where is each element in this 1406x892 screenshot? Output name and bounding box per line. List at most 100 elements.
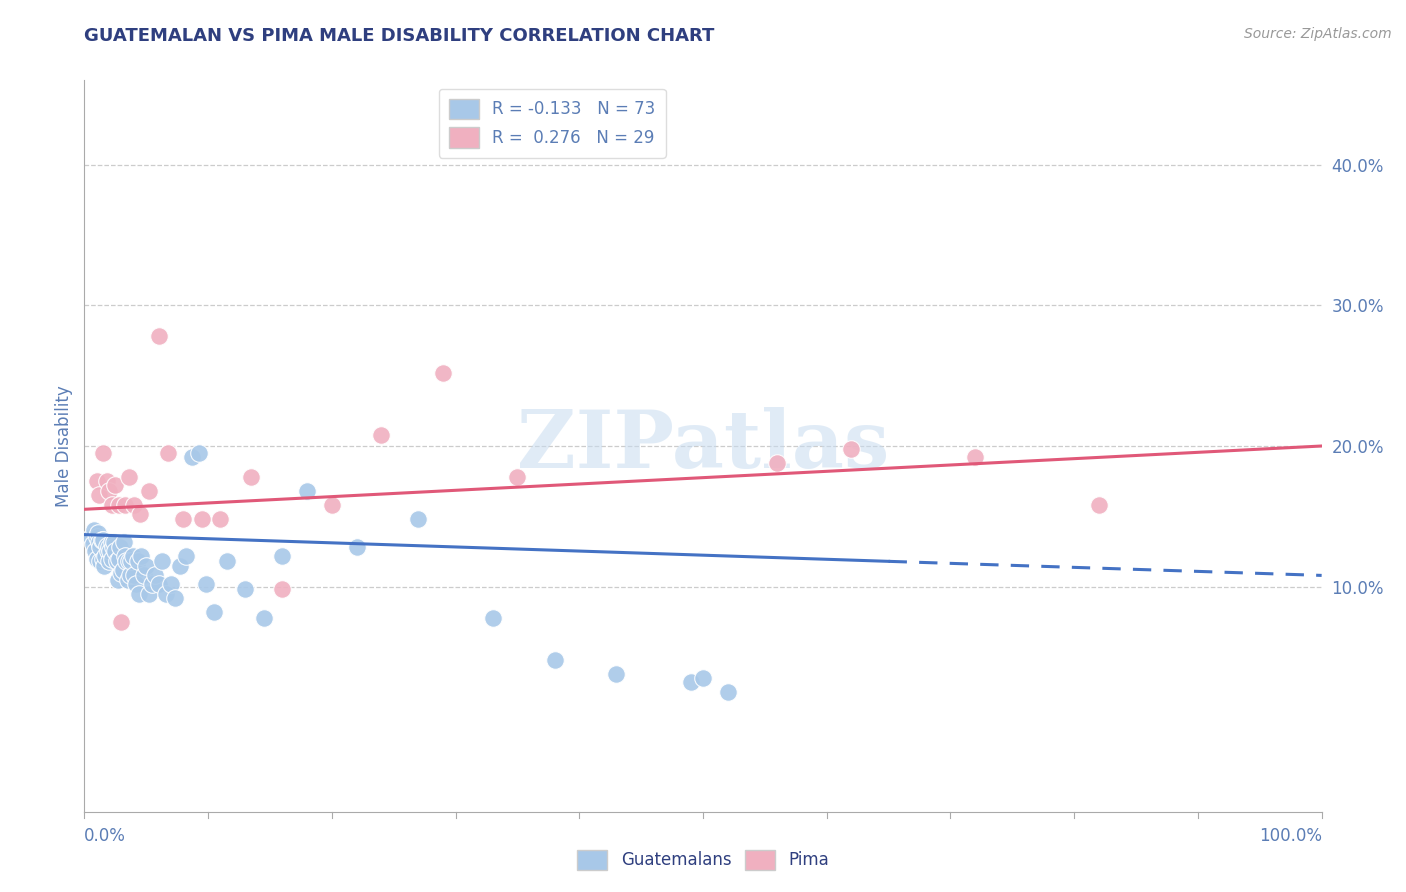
Y-axis label: Male Disability: Male Disability bbox=[55, 385, 73, 507]
Point bbox=[141, 577, 163, 591]
Point bbox=[138, 483, 160, 498]
Point bbox=[163, 591, 186, 605]
Point bbox=[82, 537, 104, 551]
Point bbox=[98, 544, 121, 558]
Text: Source: ZipAtlas.com: Source: ZipAtlas.com bbox=[1244, 27, 1392, 41]
Point bbox=[118, 470, 141, 484]
Point bbox=[160, 577, 183, 591]
Point bbox=[122, 568, 145, 582]
Point bbox=[100, 498, 122, 512]
Text: GUATEMALAN VS PIMA MALE DISABILITY CORRELATION CHART: GUATEMALAN VS PIMA MALE DISABILITY CORRE… bbox=[84, 27, 714, 45]
Point bbox=[105, 554, 128, 568]
Point bbox=[150, 554, 173, 568]
Point bbox=[87, 526, 110, 541]
Point bbox=[188, 446, 211, 460]
Point bbox=[97, 544, 120, 558]
Point bbox=[122, 498, 145, 512]
Point bbox=[605, 666, 627, 681]
Point bbox=[114, 498, 136, 512]
Point bbox=[120, 568, 142, 582]
Point bbox=[91, 446, 114, 460]
Point bbox=[91, 551, 114, 566]
Point bbox=[110, 566, 132, 580]
Point bbox=[115, 554, 138, 568]
Point bbox=[191, 512, 214, 526]
Point bbox=[89, 554, 111, 568]
Point bbox=[202, 605, 225, 619]
Point bbox=[86, 551, 108, 566]
Point bbox=[181, 450, 204, 465]
Point bbox=[157, 446, 180, 460]
Point bbox=[295, 483, 318, 498]
Point bbox=[94, 549, 117, 563]
Point bbox=[108, 498, 131, 512]
Point bbox=[692, 671, 714, 685]
Point bbox=[148, 329, 170, 343]
Point bbox=[103, 534, 125, 549]
Point bbox=[128, 587, 150, 601]
Point bbox=[240, 470, 263, 484]
Point bbox=[98, 483, 121, 498]
Point bbox=[89, 541, 111, 555]
Point bbox=[84, 544, 107, 558]
Point bbox=[110, 541, 132, 555]
Point bbox=[155, 587, 177, 601]
Point bbox=[408, 512, 430, 526]
Point bbox=[120, 554, 142, 568]
Point bbox=[506, 470, 529, 484]
Point bbox=[174, 549, 197, 563]
Point bbox=[1088, 498, 1111, 512]
Point bbox=[169, 558, 191, 573]
Text: 100.0%: 100.0% bbox=[1258, 827, 1322, 845]
Point bbox=[766, 456, 789, 470]
Point bbox=[96, 539, 118, 553]
Point bbox=[127, 554, 149, 568]
Point bbox=[132, 568, 155, 582]
Point bbox=[194, 577, 217, 591]
Point bbox=[138, 587, 160, 601]
Point bbox=[481, 610, 503, 624]
Point bbox=[125, 577, 148, 591]
Point bbox=[965, 450, 987, 465]
Point bbox=[90, 533, 112, 548]
Point bbox=[209, 512, 232, 526]
Point bbox=[101, 541, 124, 555]
Point bbox=[104, 544, 127, 558]
Point bbox=[107, 573, 129, 587]
Point bbox=[215, 554, 238, 568]
Point bbox=[100, 551, 122, 566]
Point bbox=[135, 558, 157, 573]
Point bbox=[89, 534, 111, 549]
Point bbox=[100, 534, 122, 549]
Point bbox=[93, 558, 115, 573]
Point bbox=[111, 563, 134, 577]
Point bbox=[271, 549, 294, 563]
Point bbox=[91, 533, 114, 548]
Text: 0.0%: 0.0% bbox=[84, 827, 127, 845]
Point bbox=[117, 573, 139, 587]
Point bbox=[543, 653, 565, 667]
Point bbox=[114, 549, 136, 563]
Text: ZIPatlas: ZIPatlas bbox=[517, 407, 889, 485]
Point bbox=[148, 577, 170, 591]
Point bbox=[118, 554, 141, 568]
Point bbox=[108, 551, 131, 566]
Legend: Guatemalans, Pima: Guatemalans, Pima bbox=[571, 843, 835, 877]
Point bbox=[233, 582, 256, 597]
Point bbox=[98, 541, 121, 555]
Point bbox=[717, 685, 740, 699]
Point bbox=[841, 442, 863, 456]
Point bbox=[172, 512, 194, 526]
Point bbox=[110, 615, 132, 629]
Point bbox=[112, 534, 135, 549]
Point bbox=[321, 498, 343, 512]
Point bbox=[129, 549, 152, 563]
Point bbox=[104, 478, 127, 492]
Point bbox=[86, 474, 108, 488]
Point bbox=[346, 541, 368, 555]
Point bbox=[271, 582, 294, 597]
Point bbox=[370, 427, 392, 442]
Point bbox=[98, 554, 121, 568]
Point bbox=[121, 549, 143, 563]
Point bbox=[679, 675, 702, 690]
